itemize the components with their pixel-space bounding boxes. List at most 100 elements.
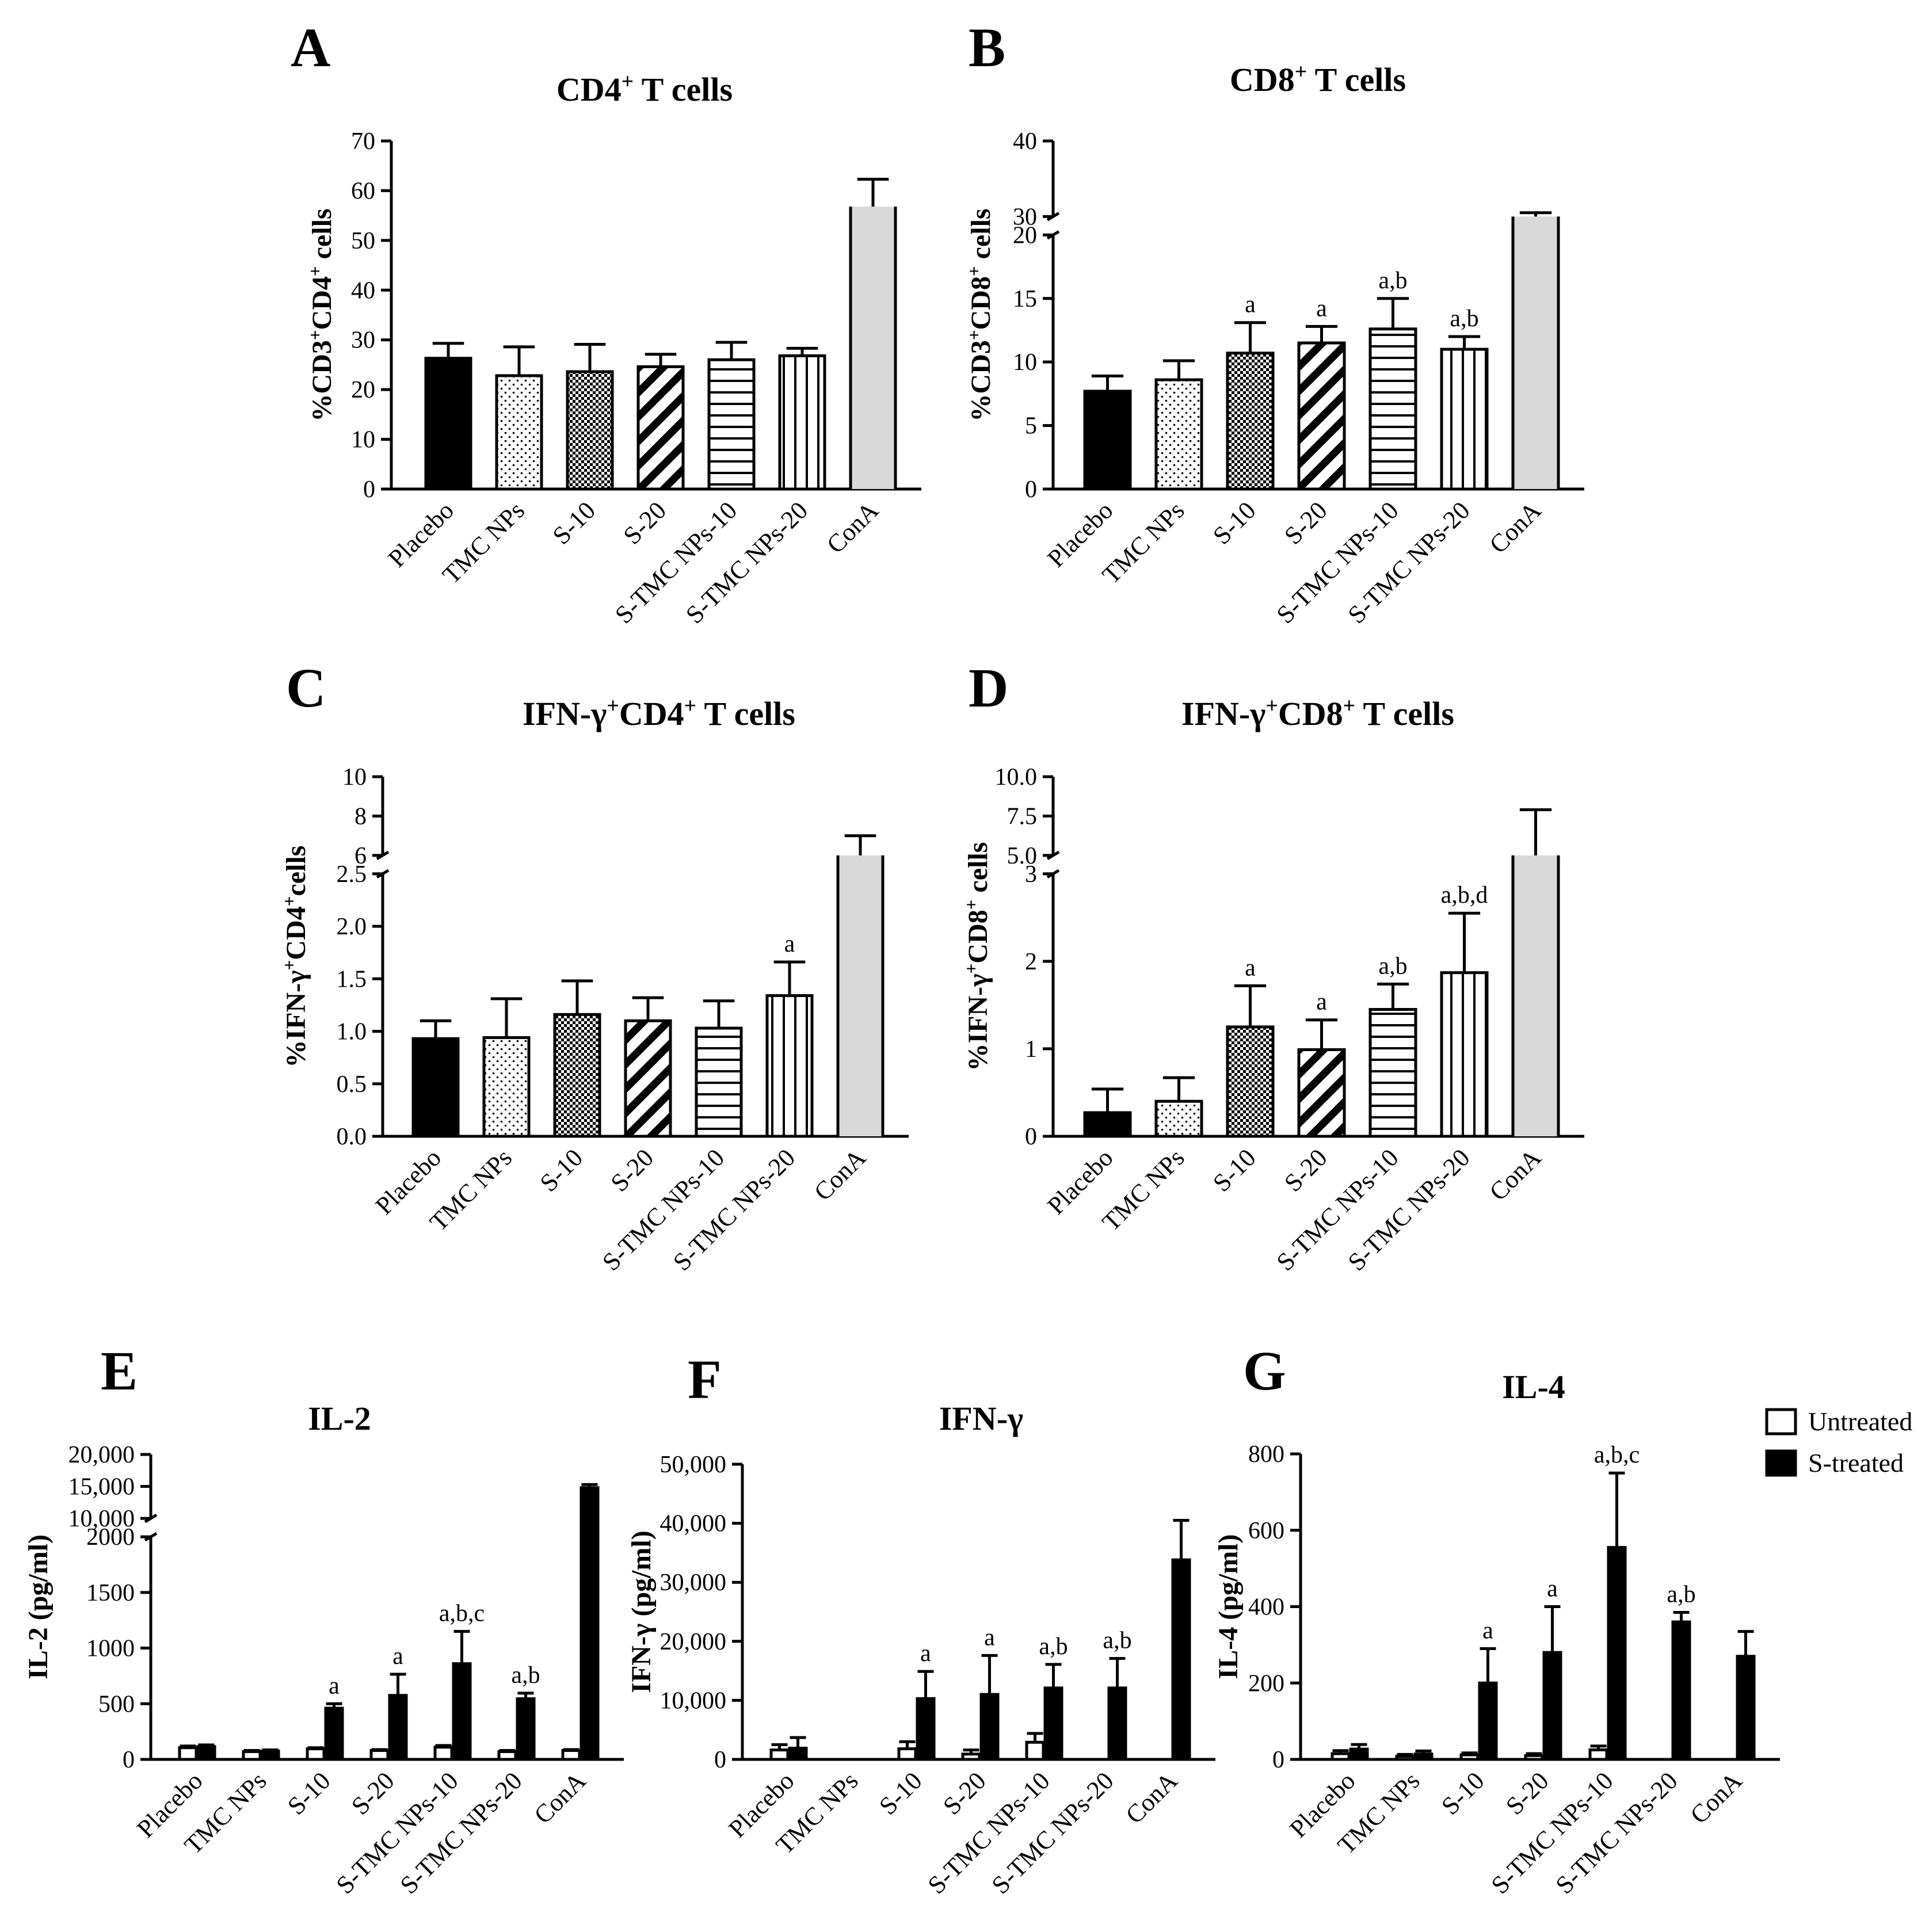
- bar-cona: [1513, 216, 1558, 489]
- significance-label: a: [984, 1624, 995, 1651]
- bar-untreated-s-20: [369, 1749, 390, 1761]
- y-tick-label: 10,000: [660, 1687, 727, 1714]
- significance-label: a: [1316, 295, 1327, 322]
- y-tick-label: 10.0: [995, 764, 1038, 791]
- bar-untreated-s-tmc-nps-10: [433, 1746, 453, 1761]
- bar-untreated-s-10: [1459, 1753, 1480, 1761]
- significance-label: a: [392, 1643, 403, 1670]
- superscript-plus: +: [684, 694, 696, 718]
- y-tick-label: 8: [354, 803, 367, 830]
- error-bar: [899, 1740, 916, 1749]
- text-part: T cells: [696, 695, 795, 732]
- chart-title: IFN-γ+CD8+ T cells: [1181, 694, 1454, 732]
- bar-s-treated-cona: [580, 1486, 600, 1761]
- y-tick-label: 50,000: [660, 1452, 727, 1478]
- text-part: %IFN-γ: [963, 973, 993, 1071]
- y-axis-title: %IFN-γ+CD8+ cells: [961, 842, 994, 1071]
- error-bar: [307, 1746, 324, 1750]
- x-tick-label: ConA: [1484, 496, 1547, 559]
- x-tick-label: S-10: [282, 1766, 336, 1820]
- y-axis-title: IL-4 (pg/ml): [1213, 1534, 1244, 1679]
- significance-label: a,b: [1039, 1633, 1068, 1660]
- legend-label-untreated: Untreated: [1808, 1407, 1912, 1436]
- y-tick-label: 30,000: [660, 1570, 727, 1596]
- panel-letter: D: [969, 657, 1008, 719]
- error-bar: [243, 1749, 260, 1752]
- error-bar: [1234, 984, 1267, 1027]
- y-tick-label: 1: [1025, 1036, 1037, 1063]
- error-bar: [563, 1748, 580, 1751]
- text-part: CD4: [281, 906, 311, 960]
- x-tick-label: S-TMC NPs-10: [1271, 1143, 1404, 1276]
- x-tick-label: S-TMC NPs-20: [680, 496, 813, 629]
- error-bar: [981, 1654, 998, 1695]
- panel-c: C IFN-γ+CD4+ T cells%IFN-γ+CD4+cells0.00.…: [279, 657, 909, 1276]
- bar-tmc-nps: [482, 1036, 531, 1138]
- y-tick-label: 1000: [86, 1636, 135, 1662]
- y-tick-label: 600: [1248, 1518, 1284, 1544]
- x-tick-label: ConA: [1484, 1143, 1547, 1206]
- y-tick-label: 0.5: [337, 1071, 367, 1098]
- y-axis-title: %CD3+CD8+ cells: [964, 208, 997, 421]
- error-bar: [499, 1749, 516, 1752]
- y-tick-label: 40,000: [660, 1511, 727, 1537]
- error-bar: [1737, 1630, 1754, 1656]
- panel-letter: B: [969, 17, 1005, 78]
- error-bar: [963, 1748, 979, 1754]
- error-bar: [1109, 1657, 1126, 1688]
- bar-s-treated-placebo: [196, 1745, 216, 1761]
- significance-label: a: [1316, 989, 1327, 1015]
- error-bar: [198, 1743, 215, 1747]
- y-tick-label: 5.0: [1007, 843, 1038, 869]
- bar-untreated-tmc-nps: [242, 1750, 262, 1761]
- text-part: IFN-γ: [1181, 695, 1265, 732]
- error-bar: [645, 353, 677, 367]
- chart-title: IL-2: [308, 1400, 371, 1437]
- bar-untreated-s-tmc-nps-10: [1588, 1748, 1608, 1761]
- text-part: CD8: [1278, 695, 1343, 732]
- bar-s-20: [1297, 341, 1346, 491]
- error-bar: [1305, 324, 1338, 343]
- y-tick-label: 1500: [86, 1580, 135, 1606]
- legend-swatch-untreated: [1765, 1408, 1797, 1435]
- legend-label-s-treated: S-treated: [1808, 1448, 1904, 1477]
- error-bar: [180, 1744, 196, 1748]
- y-tick-label: 40: [1013, 128, 1037, 155]
- x-tick-label: S-10: [547, 496, 601, 549]
- y-axis-title: IL-2 (pg/ml): [23, 1534, 54, 1679]
- text-part: CD8: [963, 910, 993, 963]
- bar-untreated-tmc-nps: [1395, 1755, 1415, 1761]
- error-bar: [326, 1702, 342, 1709]
- bar-s-20: [1297, 1048, 1346, 1138]
- significance-label: a,b: [1378, 953, 1407, 979]
- error-bar: [453, 1630, 470, 1664]
- y-tick-label: 15: [1013, 286, 1037, 312]
- superscript-plus: +: [964, 266, 984, 276]
- significance-label: a,b,c: [439, 1601, 485, 1627]
- error-bar: [1377, 982, 1409, 1010]
- bar-placebo: [1083, 1111, 1132, 1138]
- error-bar: [390, 1673, 406, 1696]
- y-axis-title: %CD3+CD4+ cells: [305, 208, 338, 421]
- significance-label: a: [784, 931, 795, 957]
- error-bar: [1480, 1647, 1496, 1683]
- text-part: T cells: [634, 71, 733, 108]
- panel-f: F IFN-γ IFN-γ (pg/ml) 0 10,000 20,000 30,000 40…: [626, 1349, 1215, 1899]
- bar-s-treated-cona: [1736, 1655, 1756, 1761]
- panel-letter: F: [688, 1349, 722, 1410]
- x-tick-label: S-10: [874, 1766, 927, 1820]
- x-tick-label: ConA: [1685, 1766, 1748, 1829]
- y-tick-label: 2.0: [337, 914, 367, 940]
- y-tick-label: 2: [1025, 949, 1037, 975]
- error-bar: [1590, 1744, 1607, 1750]
- error-bar: [790, 1736, 806, 1748]
- error-bar: [632, 996, 664, 1021]
- legend-swatch-s-treated: [1765, 1449, 1797, 1477]
- error-bar: [1045, 1663, 1062, 1688]
- x-tick-label: S-TMC NPs-20: [668, 1143, 800, 1276]
- x-tick-label: ConA: [809, 1143, 871, 1206]
- bar-untreated-s-10: [306, 1747, 326, 1761]
- superscript-plus: +: [279, 896, 299, 906]
- y-tick-label: 20: [1013, 222, 1037, 249]
- text-part: IL-2 (pg/ml): [23, 1534, 54, 1679]
